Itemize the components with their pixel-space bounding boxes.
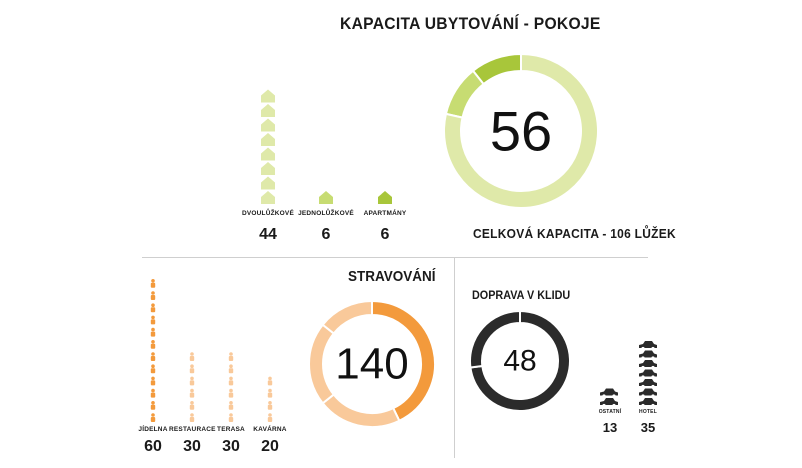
dining-slice-terasa xyxy=(308,323,336,405)
parking-total-value: 48 xyxy=(503,345,536,378)
car-icon xyxy=(639,350,657,360)
dining-label-kavarna: KAVÁRNA xyxy=(253,426,287,433)
car-icon xyxy=(639,398,657,408)
dining-value-restaurace: 30 xyxy=(183,438,201,455)
person-icon xyxy=(150,315,156,325)
car-icon xyxy=(639,341,657,351)
person-icon xyxy=(150,388,156,398)
person-icon xyxy=(189,413,195,422)
person-icon xyxy=(267,413,273,422)
person-icon xyxy=(150,291,156,300)
person-icon xyxy=(228,388,234,398)
rooms-slice-apartmany xyxy=(471,52,522,86)
house-icon xyxy=(378,191,392,204)
person-icon xyxy=(228,401,234,410)
rooms-slice-dvouluzkove xyxy=(443,52,599,209)
parking-slice-ostatni xyxy=(469,309,521,369)
parking-value-other: 13 xyxy=(602,420,618,435)
dining-slice-kavarna xyxy=(321,299,373,335)
person-icon xyxy=(150,364,156,374)
person-icon xyxy=(189,364,195,374)
person-icon xyxy=(150,352,156,361)
person-icon xyxy=(150,376,156,386)
horizontal-divider xyxy=(142,257,648,258)
person-icon xyxy=(150,401,156,410)
rooms-label-double: DVOULŮŽKOVÉ xyxy=(241,210,295,217)
dining-value-kavarna: 20 xyxy=(261,438,279,455)
rooms-label-apartment: APARTMÁNY xyxy=(363,210,407,217)
rooms-label-single: JEDNOLŮŽKOVÉ xyxy=(298,210,354,217)
house-icon xyxy=(261,89,275,103)
house-icon xyxy=(261,191,275,204)
person-icon xyxy=(150,327,156,337)
house-icon xyxy=(261,147,275,161)
vertical-divider xyxy=(454,258,455,458)
person-icon xyxy=(189,376,195,386)
house-icon xyxy=(261,118,275,132)
person-icon xyxy=(267,376,273,386)
dining-label-jidelna: JÍDELNA xyxy=(138,426,168,433)
house-icon xyxy=(261,176,275,190)
rooms-value-apartment: 6 xyxy=(380,226,390,243)
dining-label-terasa: TERASA xyxy=(217,426,245,433)
house-icon xyxy=(261,104,275,117)
parking-label-hotel: HOTEL xyxy=(639,409,657,415)
dining-title: STRAVOVÁNÍ xyxy=(348,268,436,285)
person-icon xyxy=(228,364,234,374)
dining-slice-jidelna xyxy=(371,299,436,423)
person-icon xyxy=(150,413,156,422)
house-icon xyxy=(319,191,333,204)
car-icon xyxy=(600,398,618,408)
house-icon xyxy=(261,162,275,175)
parking-label-other: OSTATNÍ xyxy=(598,409,622,415)
dining-total-value: 140 xyxy=(335,340,408,389)
parking-slice-hotel xyxy=(469,309,571,412)
person-icon xyxy=(228,376,234,386)
rooms-slice-jednoluzkove xyxy=(444,69,485,119)
person-icon xyxy=(228,413,234,422)
parking-title: DOPRAVA V KLIDU xyxy=(472,288,571,302)
car-icon xyxy=(639,360,657,370)
car-icon xyxy=(639,369,657,379)
car-icon xyxy=(639,388,657,398)
rooms-total-value: 56 xyxy=(490,100,552,163)
dining-slice-restaurace xyxy=(321,393,401,428)
car-icon xyxy=(600,388,618,398)
rooms-value-single: 6 xyxy=(321,226,331,243)
dining-value-jidelna: 60 xyxy=(144,438,162,455)
person-icon xyxy=(267,388,273,398)
rooms-title: KAPACITA UBYTOVÁNÍ - POKOJE xyxy=(340,14,601,33)
person-icon xyxy=(267,401,273,410)
person-icon xyxy=(150,279,156,288)
rooms-value-double: 44 xyxy=(259,226,277,243)
parking-value-hotel: 35 xyxy=(640,420,656,435)
person-icon xyxy=(189,388,195,398)
dining-label-restaurace: RESTAURACE xyxy=(169,426,216,433)
dining-value-terasa: 30 xyxy=(222,438,240,455)
person-icon xyxy=(150,340,156,349)
person-icon xyxy=(189,401,195,410)
house-icon xyxy=(261,133,275,146)
person-icon xyxy=(150,303,156,313)
person-icon xyxy=(189,352,195,361)
person-icon xyxy=(228,352,234,361)
capacity-text: CELKOVÁ KAPACITA - 106 LŮŽEK xyxy=(473,226,676,241)
car-icon xyxy=(639,379,657,389)
